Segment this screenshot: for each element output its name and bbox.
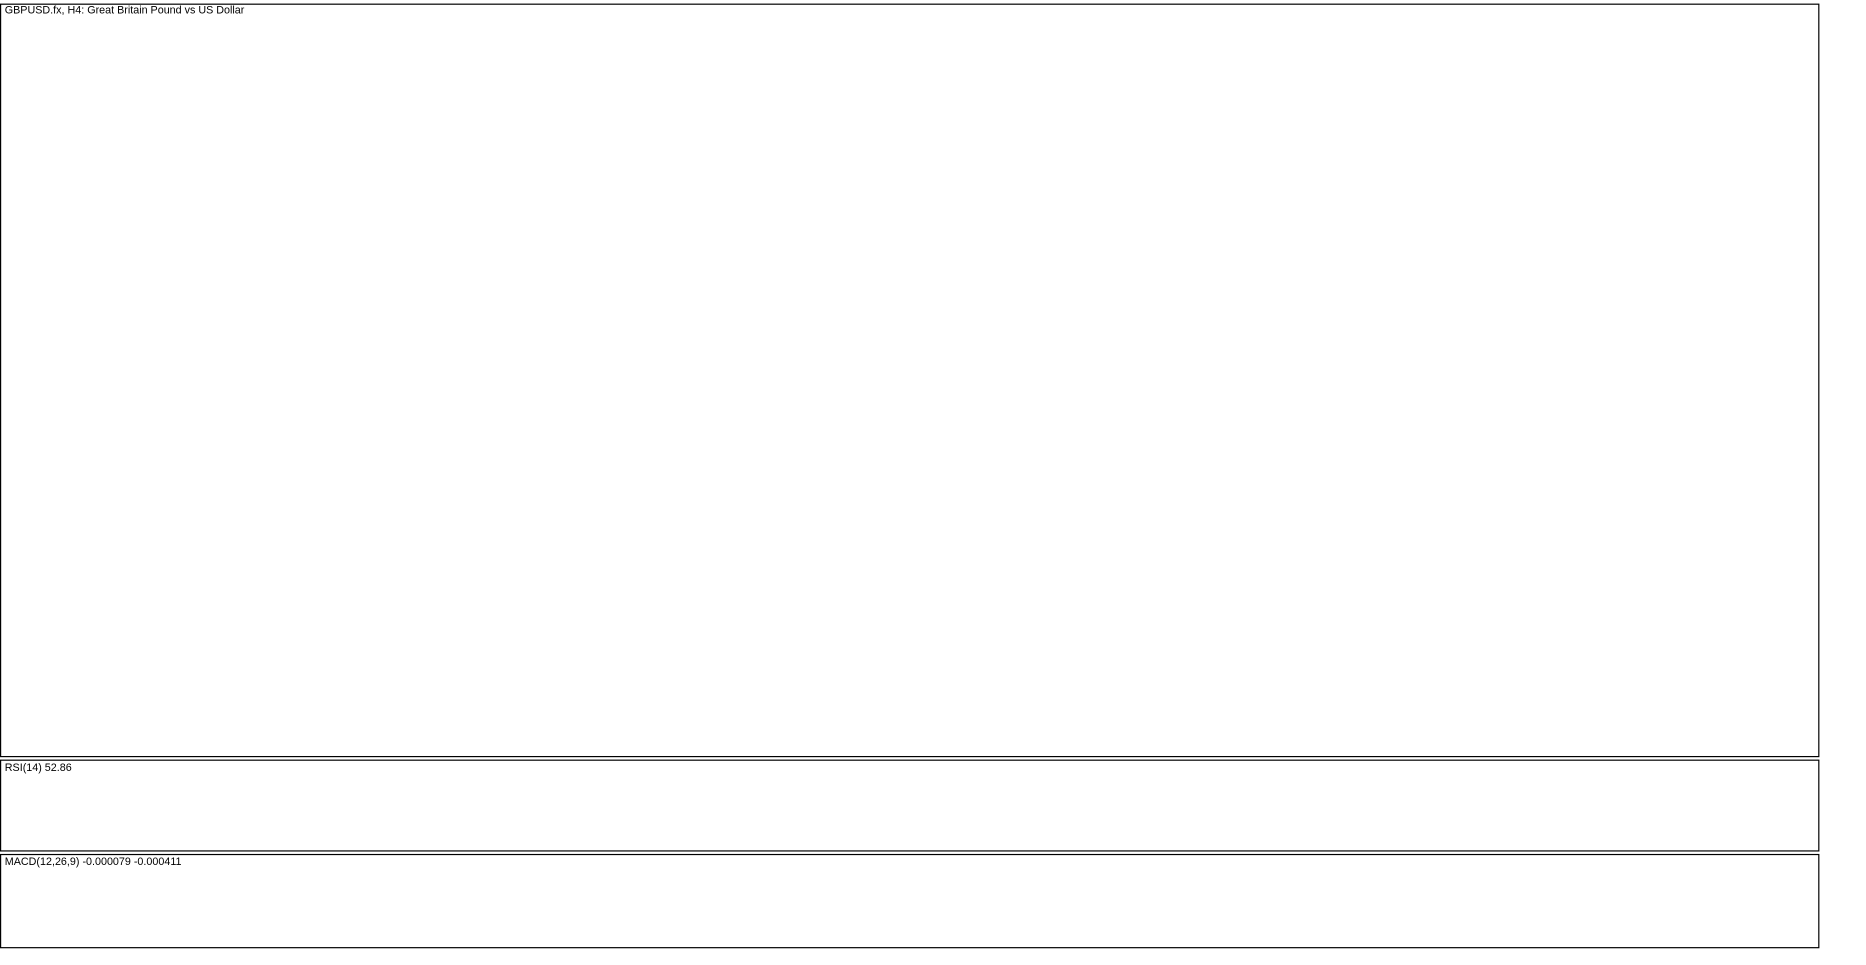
price-panel-frame: [0, 3, 1820, 758]
rsi-title: RSI(14) 52.86: [5, 762, 72, 774]
chart-title: GBPUSD.fx, H4: Great Britain Pound vs US…: [5, 5, 245, 17]
rsi-panel-frame: [0, 759, 1820, 852]
macd-title: MACD(12,26,9) -0.000079 -0.000411: [5, 856, 182, 868]
macd-panel-frame: [0, 853, 1820, 949]
